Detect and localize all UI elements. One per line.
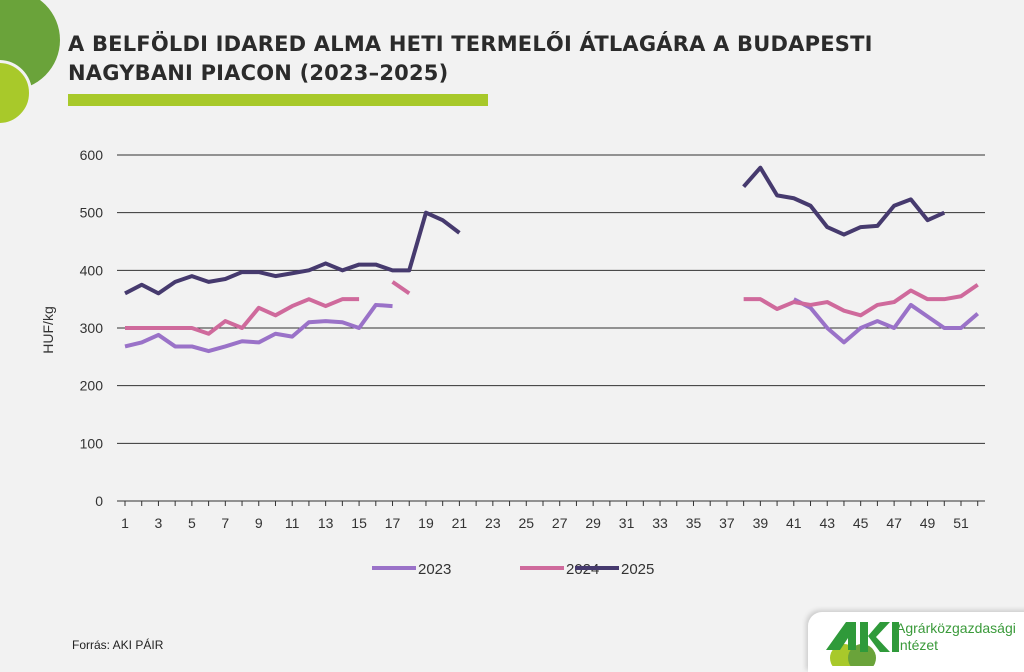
y-tick-label: 600 bbox=[80, 147, 104, 163]
title-underline bbox=[68, 94, 488, 106]
y-tick-label: 0 bbox=[95, 493, 103, 509]
series-line-2025 bbox=[742, 165, 946, 237]
series-line-2024 bbox=[391, 280, 411, 296]
x-tick-label: 1 bbox=[121, 515, 129, 531]
chart-title: A BELFÖLDI IDARED ALMA HETI TERMELŐI ÁTL… bbox=[68, 30, 873, 88]
series-line-2023 bbox=[792, 297, 980, 345]
x-tick-label: 45 bbox=[853, 515, 869, 531]
x-tick-label: 29 bbox=[585, 515, 601, 531]
y-tick-label: 400 bbox=[80, 262, 104, 278]
y-tick-label: 200 bbox=[80, 378, 104, 394]
x-tick-label: 47 bbox=[886, 515, 902, 531]
x-tick-label: 25 bbox=[518, 515, 534, 531]
x-tick-label: 51 bbox=[953, 515, 969, 531]
x-tick-label: 31 bbox=[619, 515, 635, 531]
x-tick-label: 5 bbox=[188, 515, 196, 531]
title-line-1: A BELFÖLDI IDARED ALMA HETI TERMELŐI ÁTL… bbox=[68, 32, 873, 56]
series-line-2023 bbox=[124, 302, 393, 354]
source-note: Forrás: AKI PÁIR bbox=[72, 638, 164, 652]
aki-logo: Agrárközgazdasági Intézet bbox=[808, 612, 1024, 672]
logo-line-2: Intézet bbox=[896, 637, 939, 653]
series-line-2025 bbox=[124, 210, 461, 296]
y-tick-label: 500 bbox=[80, 205, 104, 221]
x-tick-label: 19 bbox=[418, 515, 434, 531]
x-tick-label: 15 bbox=[351, 515, 367, 531]
y-tick-label: 300 bbox=[80, 320, 104, 336]
x-tick-label: 7 bbox=[221, 515, 229, 531]
x-tick-label: 27 bbox=[552, 515, 568, 531]
y-axis-label: HUF/kg bbox=[40, 306, 56, 353]
series-line-2024 bbox=[125, 297, 360, 336]
x-tick-label: 49 bbox=[920, 515, 936, 531]
x-tick-label: 23 bbox=[485, 515, 501, 531]
aki-logo-mark bbox=[826, 622, 899, 666]
x-tick-label: 37 bbox=[719, 515, 735, 531]
x-tick-label: 41 bbox=[786, 515, 802, 531]
logo-line-1: Agrárközgazdasági bbox=[896, 620, 1016, 636]
x-tick-label: 35 bbox=[686, 515, 702, 531]
x-tick-label: 13 bbox=[318, 515, 334, 531]
x-tick-label: 9 bbox=[255, 515, 263, 531]
series-line-2024 bbox=[743, 283, 979, 318]
aki-logo-text: Agrárközgazdasági Intézet bbox=[896, 620, 1016, 654]
legend-label-2023: 2023 bbox=[418, 561, 451, 578]
x-tick-label: 33 bbox=[652, 515, 668, 531]
x-tick-label: 11 bbox=[285, 515, 300, 531]
title-line-2: NAGYBANI PIACON (2023–2025) bbox=[68, 61, 449, 85]
x-tick-label: 17 bbox=[385, 515, 401, 531]
x-tick-label: 39 bbox=[753, 515, 769, 531]
legend-label-2025: 2025 bbox=[621, 561, 654, 578]
y-tick-label: 100 bbox=[80, 435, 104, 451]
x-tick-label: 21 bbox=[452, 515, 468, 531]
x-tick-label: 3 bbox=[155, 515, 163, 531]
x-tick-label: 43 bbox=[819, 515, 835, 531]
